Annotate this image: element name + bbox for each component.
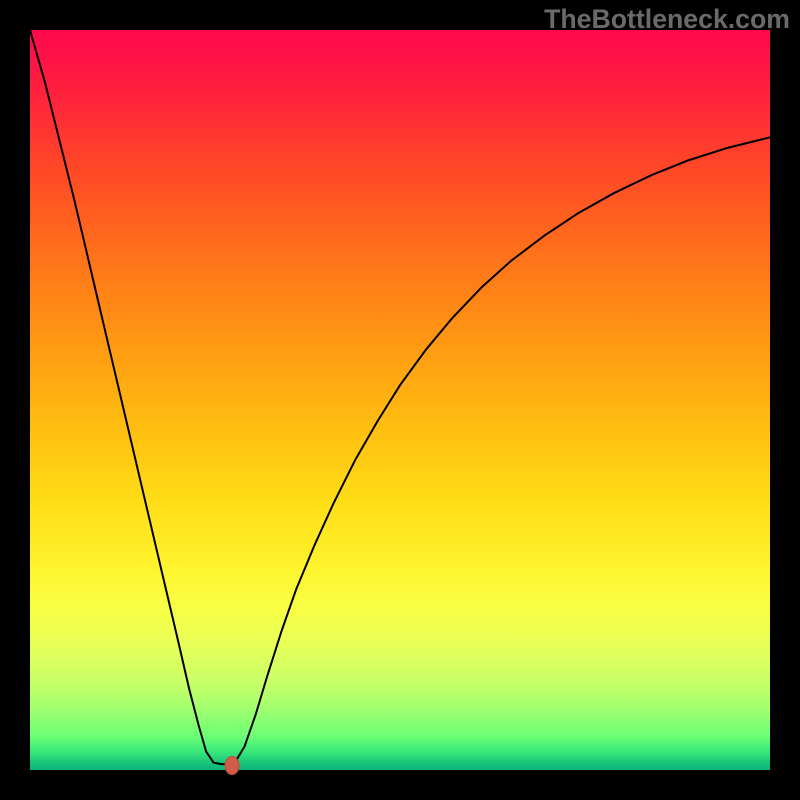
plot-background-gradient: [30, 30, 770, 770]
optimal-point-marker: [225, 757, 239, 775]
chart-stage: TheBottleneck.com: [0, 0, 800, 800]
bottleneck-chart: [0, 0, 800, 800]
